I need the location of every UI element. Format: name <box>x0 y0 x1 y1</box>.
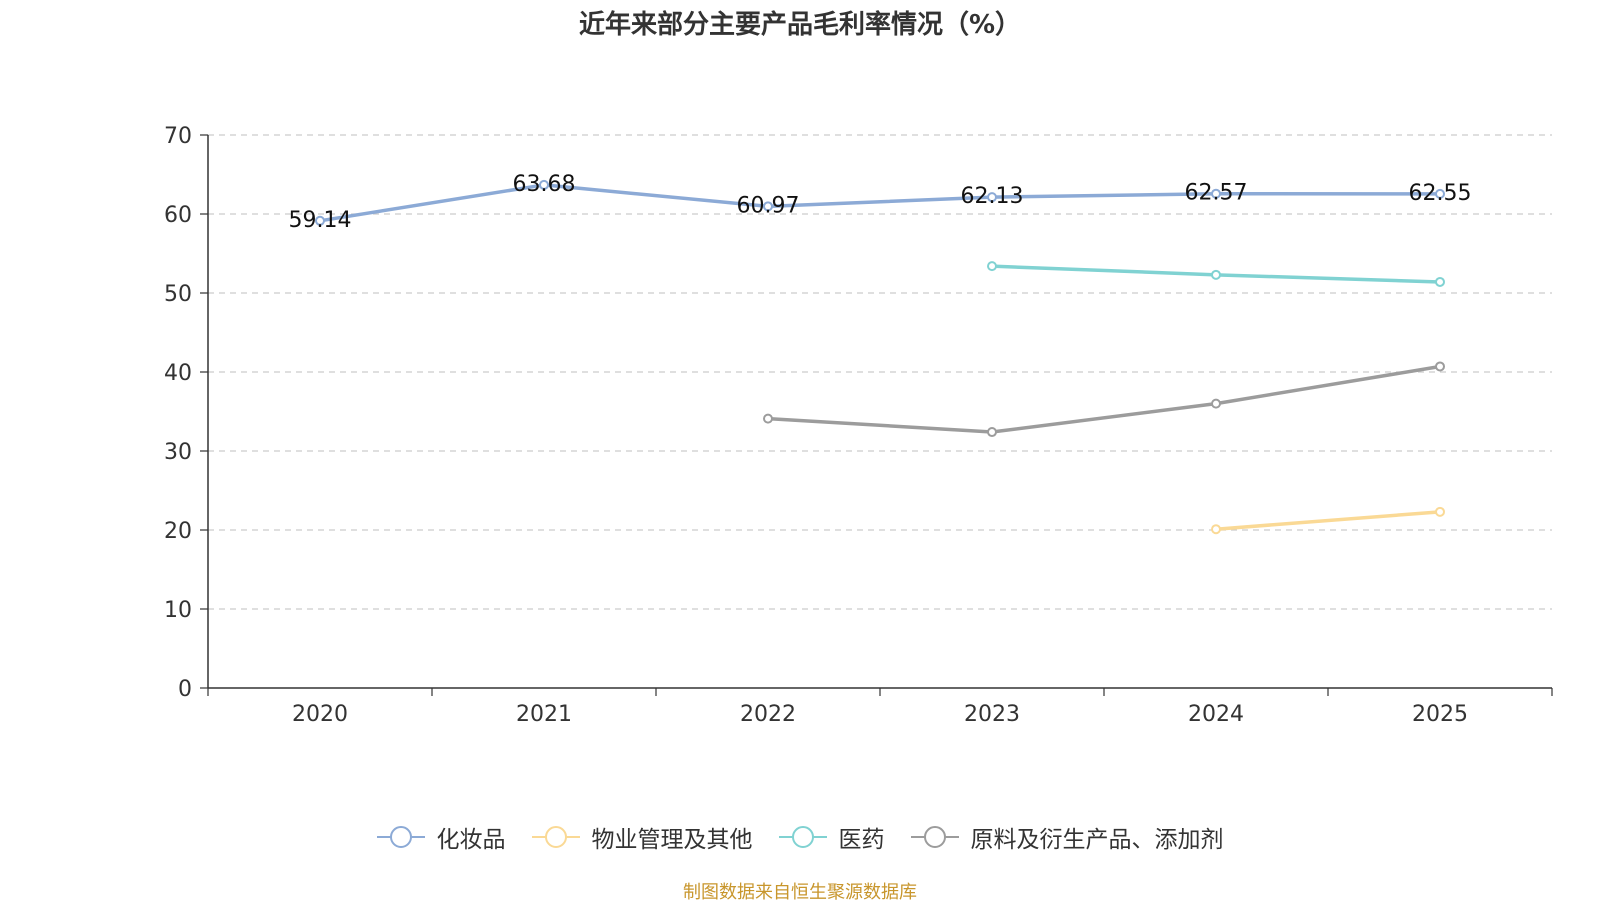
data-point <box>987 192 997 203</box>
data-label: 60.97 <box>737 193 800 218</box>
chart-title: 近年来部分主要产品毛利率情况（%） <box>578 10 1022 40</box>
data-label: 62.55 <box>1409 181 1472 206</box>
legend-item[interactable]: 化妆品 <box>376 820 506 854</box>
y-tick-label: 30 <box>164 440 192 465</box>
data-point <box>1435 506 1445 517</box>
x-tick-label: 2025 <box>1412 702 1468 727</box>
y-tick-label: 50 <box>164 282 192 307</box>
data-label: 63.68 <box>513 172 576 197</box>
data-point <box>763 413 773 424</box>
x-tick-label: 2024 <box>1188 702 1244 727</box>
data-point <box>987 261 997 272</box>
legend-line-icon <box>778 826 827 848</box>
y-tick-label: 70 <box>164 124 192 149</box>
y-tick-label: 0 <box>178 677 192 702</box>
legend-label: 物业管理及其他 <box>591 827 753 853</box>
legend-item[interactable]: 原料及衍生产品、添加剂 <box>910 820 1224 854</box>
y-tick-label: 60 <box>164 203 192 228</box>
series-line <box>319 183 1441 223</box>
data-point <box>1435 188 1445 199</box>
y-tick-label: 10 <box>164 598 192 623</box>
legend-line-icon <box>531 826 580 848</box>
legend-label: 原料及衍生产品、添加剂 <box>970 827 1224 853</box>
legend-item[interactable]: 物业管理及其他 <box>531 820 753 854</box>
data-point <box>1211 524 1221 535</box>
y-tick-label: 20 <box>164 519 192 544</box>
data-point <box>1211 188 1221 199</box>
legend-label: 医药 <box>838 827 885 853</box>
legend-item[interactable]: 医药 <box>778 820 885 854</box>
data-label: 59.14 <box>289 208 352 233</box>
data-point <box>1211 398 1221 409</box>
x-tick-label: 2020 <box>292 702 348 727</box>
data-point <box>315 215 325 226</box>
data-point <box>539 179 549 190</box>
legend-line-icon <box>376 826 425 848</box>
data-point <box>1435 276 1445 287</box>
legend: 化妆品 物业管理及其他 医药 原料及衍生产品、添加剂 <box>0 820 1600 854</box>
data-point <box>987 427 997 438</box>
x-tick-label: 2021 <box>516 702 572 727</box>
y-tick-label: 40 <box>164 361 192 386</box>
data-point <box>1435 361 1445 372</box>
data-label: 62.13 <box>961 184 1024 209</box>
x-tick-label: 2023 <box>964 702 1020 727</box>
series-line <box>1215 510 1441 531</box>
data-point <box>763 201 773 212</box>
legend-label: 化妆品 <box>436 827 506 853</box>
data-label: 62.57 <box>1185 181 1248 206</box>
data-source-note: 制图数据来自恒生聚源数据库 <box>683 882 917 903</box>
legend-line-icon <box>910 826 959 848</box>
line-chart: 0 10 20 30 40 50 60 70 2020 2021 2022 2023 2024 2025 5… <box>164 124 1553 727</box>
series-line <box>767 364 1441 434</box>
data-point <box>1211 269 1221 280</box>
x-tick-label: 2022 <box>740 702 796 727</box>
